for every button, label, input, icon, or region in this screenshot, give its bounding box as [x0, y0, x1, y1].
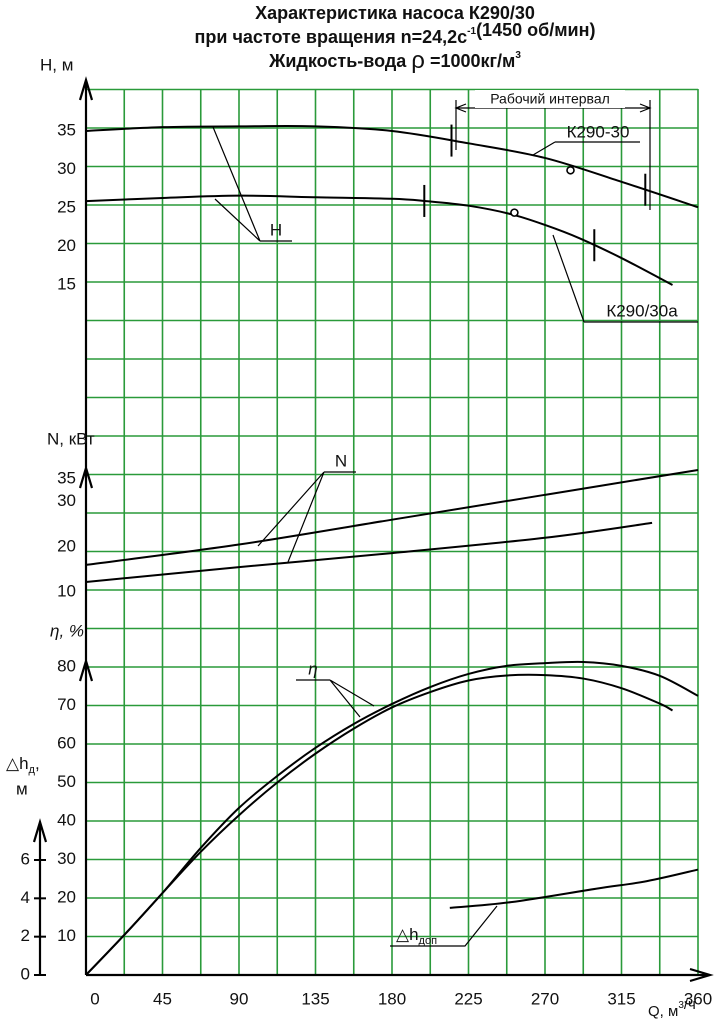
curve-label: К290-30 — [567, 122, 630, 141]
leader — [532, 141, 640, 156]
x-tick-label: 90 — [230, 989, 249, 1008]
leader — [390, 905, 498, 947]
curve-label: К290/30а — [606, 301, 678, 320]
x-tick-label: 360 — [684, 989, 712, 1008]
x-tick-label: 135 — [301, 989, 329, 1008]
superscript: -1 — [467, 26, 476, 37]
curve-label: △hдоп — [396, 925, 437, 946]
y-tick-label: 70 — [57, 695, 76, 714]
curve — [85, 660, 699, 976]
leader — [257, 471, 356, 563]
y-tick-label: 25 — [57, 197, 76, 216]
y-tick-label: 10 — [57, 581, 76, 600]
leader — [296, 679, 375, 718]
y-tick-label: 30 — [57, 159, 76, 178]
text-part: Q, м — [648, 1003, 678, 1020]
text-part: /ч — [684, 996, 696, 1013]
x-axis — [86, 967, 714, 983]
curve — [85, 468, 699, 566]
curve — [85, 194, 673, 286]
leader — [212, 126, 292, 242]
y-tick-label: 4 — [21, 888, 30, 907]
label-part: д — [29, 764, 36, 776]
curve — [85, 125, 699, 209]
curve — [85, 521, 653, 584]
label-part: , — [35, 754, 40, 773]
leader — [552, 234, 698, 323]
x-tick-label: 0 — [90, 989, 99, 1008]
curve — [449, 868, 699, 909]
superscript: 3 — [515, 50, 521, 61]
y-tick-label: 35 — [57, 120, 76, 139]
x-tick-label: 315 — [607, 989, 635, 1008]
title-line: Характеристика насоса К290/30 — [255, 3, 535, 23]
y-axis-label: H, м — [40, 55, 73, 74]
y-tick-label: 20 — [57, 236, 76, 255]
y-tick-label: 10 — [57, 926, 76, 945]
y-tick-label: 6 — [21, 849, 30, 868]
x-axis-label: Q, м3/ч — [648, 996, 696, 1020]
x-tick-label: 270 — [531, 989, 559, 1008]
y-tick-label: 80 — [57, 656, 76, 675]
y-axis — [78, 76, 94, 975]
y-axis-label: △hд, — [6, 754, 40, 775]
y-tick-label: 60 — [57, 733, 76, 752]
y-axis-label: N, кВт — [47, 429, 95, 448]
y-tick-label: 0 — [21, 964, 30, 983]
superscript: 3 — [678, 1000, 684, 1011]
y-tick-label: 15 — [57, 274, 76, 293]
operating-point — [566, 165, 575, 175]
text-part: при частоте вращения n=24,2с — [195, 27, 468, 47]
curve-label: H — [270, 220, 282, 239]
y-tick-label: 20 — [57, 536, 76, 555]
y-tick-label: 20 — [57, 887, 76, 906]
label-part: доп — [419, 935, 438, 947]
curve — [85, 673, 674, 976]
x-tick-label: 225 — [454, 989, 482, 1008]
y-tick-label: 30 — [57, 491, 76, 510]
text-part: Характеристика насоса К290/30 — [255, 3, 535, 23]
y-tick-label: 2 — [21, 926, 30, 945]
text-part: =1000кг/м — [425, 51, 515, 71]
curve-label: η — [308, 659, 317, 678]
title-line: Жидкость-вода ρ =1000кг/м3 — [268, 47, 521, 74]
text-part: (1450 об/мин) — [476, 20, 595, 40]
x-tick-label: 180 — [378, 989, 406, 1008]
y-tick-label: 50 — [57, 772, 76, 791]
y-axis-label: м — [16, 779, 28, 798]
label-part: △h — [396, 925, 419, 944]
text-part: Жидкость-вода — [268, 51, 411, 71]
work-range-label: Рабочий интервал — [490, 91, 610, 107]
grid — [85, 88, 699, 975]
label-bg — [475, 90, 625, 108]
curve-label: N — [335, 451, 347, 470]
x-tick-label: 45 — [153, 989, 172, 1008]
y-tick-label: 30 — [57, 849, 76, 868]
title-line: при частоте вращения n=24,2с-1(1450 об/м… — [195, 20, 596, 47]
operating-point — [510, 208, 519, 217]
y-tick-label: 35 — [57, 468, 76, 487]
symbol: ρ — [411, 47, 425, 74]
y-tick-label: 40 — [57, 810, 76, 829]
label-part: △h — [6, 754, 29, 773]
y-axis-label: η, % — [50, 621, 84, 640]
